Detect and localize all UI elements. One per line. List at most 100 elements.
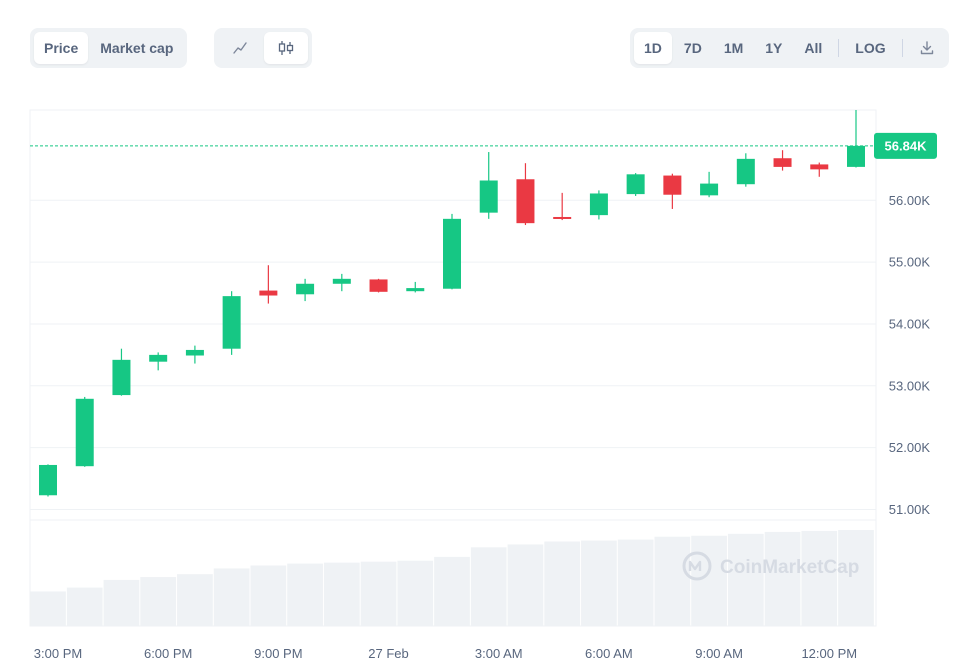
candle-body bbox=[112, 359, 131, 396]
candles bbox=[39, 110, 865, 497]
y-tick-label: 55.00K bbox=[889, 255, 931, 270]
volume-bar bbox=[66, 587, 103, 626]
volume-bar bbox=[360, 561, 397, 626]
volume-bar bbox=[250, 565, 287, 626]
candle-body bbox=[39, 464, 57, 496]
candle-body bbox=[589, 193, 608, 216]
volume-bar bbox=[103, 579, 140, 626]
volume-bar bbox=[581, 540, 617, 626]
candle-body bbox=[736, 158, 755, 185]
candle-body bbox=[222, 296, 241, 349]
candle-body bbox=[443, 218, 461, 289]
volume-bar bbox=[140, 577, 177, 626]
candle bbox=[75, 396, 94, 467]
candle-body bbox=[810, 164, 829, 170]
x-tick-label: 3:00 PM bbox=[34, 646, 82, 661]
volume-bar bbox=[617, 539, 654, 626]
volume-bar bbox=[838, 530, 874, 626]
range-1d[interactable]: 1D bbox=[634, 32, 672, 64]
x-tick-label: 6:00 AM bbox=[585, 646, 633, 661]
candle-body bbox=[369, 279, 388, 292]
candle bbox=[589, 190, 608, 220]
candlestick-icon bbox=[278, 41, 294, 55]
volume-bar bbox=[323, 562, 360, 626]
candle-body bbox=[773, 158, 792, 167]
candlestick-button[interactable] bbox=[264, 32, 308, 64]
watermark-text: CoinMarketCap bbox=[720, 557, 859, 578]
volume-bar bbox=[544, 541, 581, 626]
candle bbox=[39, 464, 57, 497]
current-price-line: 56.84K bbox=[30, 132, 937, 159]
download-button[interactable] bbox=[909, 32, 945, 64]
range-toggle: 1D 7D 1M 1Y All LOG bbox=[630, 28, 949, 68]
candle-body bbox=[75, 398, 94, 467]
chart-type-toggle bbox=[214, 28, 312, 68]
volume-bar bbox=[507, 544, 544, 626]
range-all[interactable]: All bbox=[804, 40, 823, 56]
candle-body bbox=[259, 290, 278, 296]
candle bbox=[553, 192, 572, 221]
x-tick-label: 3:00 AM bbox=[475, 646, 523, 661]
x-axis: 3:00 PM 6:00 PM 9:00 PM 27 Feb 3:00 AM 6:00 A… bbox=[34, 646, 857, 661]
candle-body bbox=[296, 283, 315, 295]
candle-body bbox=[847, 145, 865, 167]
volume-bar bbox=[654, 536, 691, 626]
range-1m[interactable]: 1M bbox=[723, 40, 744, 56]
candle bbox=[663, 173, 682, 209]
download-icon bbox=[920, 41, 933, 55]
candle bbox=[847, 110, 865, 168]
candle bbox=[516, 163, 535, 226]
candle-body bbox=[553, 216, 572, 219]
y-tick-label: 54.00K bbox=[889, 316, 931, 331]
y-tick-label: 51.00K bbox=[889, 502, 931, 517]
volume-bar bbox=[287, 563, 323, 626]
x-tick-label: 9:00 PM bbox=[254, 646, 302, 661]
volume-bar bbox=[764, 531, 801, 626]
divider bbox=[838, 39, 840, 57]
divider bbox=[901, 39, 903, 57]
candle bbox=[259, 265, 278, 304]
volume-bar bbox=[470, 547, 507, 626]
candle bbox=[479, 152, 498, 219]
candle bbox=[149, 352, 168, 371]
range-7d[interactable]: 7D bbox=[683, 40, 702, 56]
tab-market-cap[interactable]: Market cap bbox=[100, 40, 174, 56]
candle bbox=[700, 171, 719, 198]
candle bbox=[222, 291, 241, 355]
volume-bar bbox=[30, 591, 66, 626]
tab-price[interactable]: Price bbox=[34, 32, 89, 64]
candle-body bbox=[516, 179, 535, 224]
log-scale-button[interactable]: LOG bbox=[855, 40, 886, 56]
volume-bars bbox=[30, 530, 874, 626]
watermark: CoinMarketCap bbox=[682, 551, 859, 581]
candle-body bbox=[663, 175, 682, 195]
coinmarketcap-logo-icon bbox=[682, 551, 712, 581]
candle bbox=[406, 281, 425, 293]
x-tick-label: 27 Feb bbox=[368, 646, 408, 661]
candle bbox=[810, 162, 829, 177]
line-chart-button[interactable] bbox=[218, 32, 262, 64]
candle-body bbox=[332, 278, 351, 284]
candle bbox=[626, 173, 645, 196]
candle bbox=[736, 153, 755, 187]
range-1y[interactable]: 1Y bbox=[765, 40, 783, 56]
candle bbox=[773, 150, 792, 171]
candle-body bbox=[406, 288, 425, 292]
current-price-label: 56.84K bbox=[885, 138, 928, 153]
candle bbox=[443, 213, 461, 290]
candle bbox=[185, 345, 204, 364]
volume-bar bbox=[801, 530, 838, 626]
x-tick-label: 9:00 AM bbox=[695, 646, 743, 661]
metric-toggle: Price Market cap bbox=[30, 28, 188, 68]
candle-body bbox=[479, 180, 498, 213]
volume-bar bbox=[213, 568, 250, 626]
volume-bar bbox=[397, 560, 434, 626]
volume-bar bbox=[177, 574, 213, 626]
y-tick-label: 56.00K bbox=[889, 193, 931, 208]
x-tick-label: 6:00 PM bbox=[144, 646, 192, 661]
y-axis: 51.00K 52.00K 53.00K 54.00K 55.00K 56.00K bbox=[889, 193, 931, 517]
candle bbox=[369, 278, 388, 293]
current-price-tag bbox=[874, 132, 937, 159]
y-tick-label: 52.00K bbox=[889, 440, 931, 455]
